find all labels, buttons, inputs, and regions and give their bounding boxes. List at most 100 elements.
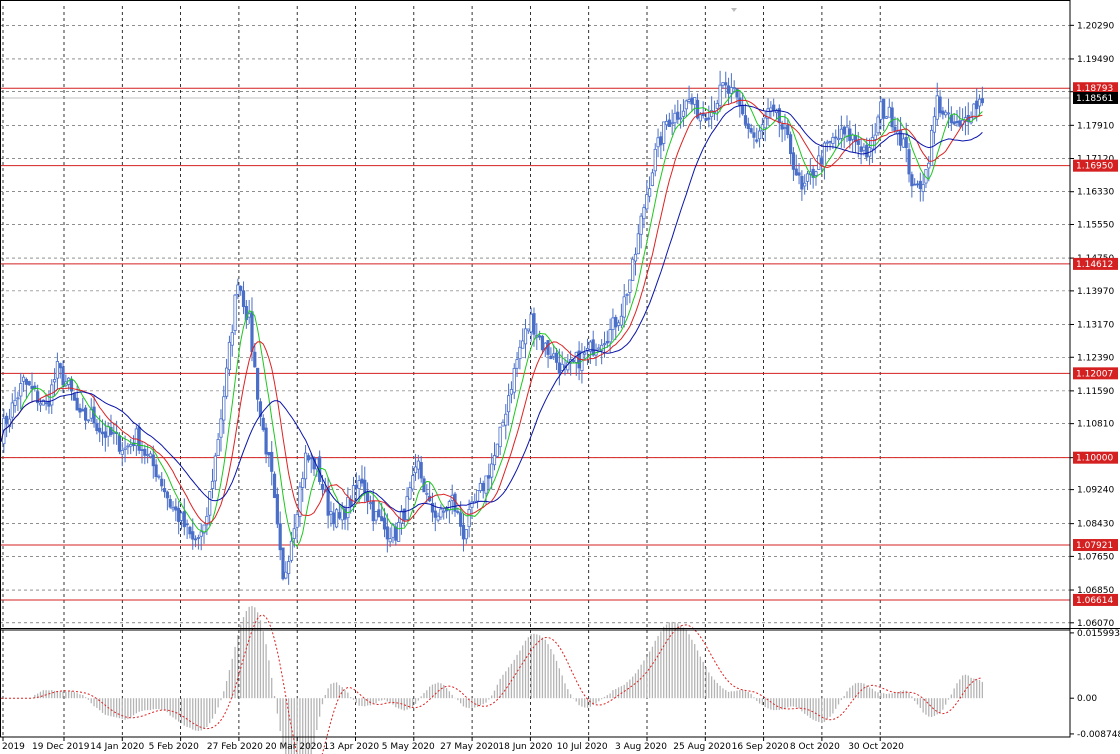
candle-body <box>30 385 34 390</box>
candle-body <box>642 207 646 220</box>
candle-body <box>413 466 418 474</box>
price-axis: 1.202901.194901.187101.179101.171201.163… <box>1069 6 1118 629</box>
candle-body <box>27 381 31 386</box>
time-tick-label: 27 May 2020 <box>440 742 499 752</box>
time-tick-label: 14 Jan 2020 <box>90 742 144 752</box>
candle-body <box>825 141 829 144</box>
candle-body <box>560 363 564 371</box>
candle-body <box>944 111 948 116</box>
candle-body <box>509 389 514 395</box>
candle-body <box>289 540 294 561</box>
chart-frame <box>0 0 1120 738</box>
candle-body <box>157 475 161 478</box>
candle-body <box>303 452 308 480</box>
candle-body <box>41 399 45 406</box>
candle-body <box>284 571 288 579</box>
candle-body <box>13 399 17 406</box>
candle-body <box>616 322 621 326</box>
candle-body <box>591 339 595 356</box>
candle-body <box>224 367 229 397</box>
candle-body <box>506 395 511 413</box>
candle-body <box>219 418 223 438</box>
candle-body <box>975 100 979 110</box>
candle-body <box>478 482 483 492</box>
candle-body <box>602 343 607 346</box>
price-tick-label: 1.07650 <box>1077 552 1114 562</box>
candle-body <box>256 367 260 400</box>
candle-body <box>439 508 443 518</box>
candle-body <box>870 137 874 150</box>
candle-body <box>171 507 175 510</box>
price-tick-label: 1.17910 <box>1077 121 1114 131</box>
candle-body <box>625 294 629 296</box>
candle-body <box>405 496 409 520</box>
candle-body <box>58 363 62 369</box>
candle-body <box>757 130 762 140</box>
candle-body <box>749 128 753 133</box>
candle-body <box>154 464 158 478</box>
candle-body <box>670 122 674 125</box>
level-label: 1.16950 <box>1073 159 1118 172</box>
candle-body <box>839 128 843 139</box>
time-tick-label: 5 Feb 2020 <box>149 742 200 752</box>
candle-body <box>492 455 497 466</box>
candle-body <box>374 511 378 521</box>
candle-body <box>44 402 48 405</box>
price-tick-label: 1.15550 <box>1077 220 1114 230</box>
candle-body <box>137 426 141 451</box>
level-label-bg <box>1073 593 1118 606</box>
price-tick-label: 1.13970 <box>1077 287 1114 297</box>
candle-body <box>261 417 265 431</box>
candle-body <box>729 87 733 94</box>
candle-body <box>470 501 474 508</box>
candle-body <box>862 146 866 151</box>
candle-body <box>464 529 468 540</box>
time-tick-label: 13 Apr 2020 <box>324 742 380 752</box>
candle-body <box>659 136 663 146</box>
candle-body <box>693 97 697 105</box>
candle-body <box>695 99 700 119</box>
candle-body <box>354 484 358 489</box>
candle-body <box>484 475 488 494</box>
candle-body <box>786 124 790 136</box>
candle-body <box>907 149 911 175</box>
candle-body <box>185 523 189 526</box>
candle-body <box>143 448 147 456</box>
candle-body <box>546 340 550 355</box>
horizontal-levels <box>0 87 1070 601</box>
candle-body <box>467 509 471 528</box>
candle-body <box>360 478 364 484</box>
candle-body <box>436 515 440 521</box>
candle-body <box>898 130 903 146</box>
candle-body <box>755 139 759 142</box>
candle-body <box>227 341 232 371</box>
candle-body <box>772 104 776 112</box>
candle-body <box>100 431 105 435</box>
candle-body <box>278 523 282 551</box>
candle-body <box>222 396 226 421</box>
candle-body <box>447 501 451 511</box>
candle-body <box>397 521 401 542</box>
candle-body <box>371 500 375 522</box>
moving-averages <box>0 89 983 548</box>
candle-body <box>270 451 274 472</box>
candle-body <box>958 120 962 127</box>
candle-body <box>608 329 612 343</box>
osc-tick-label: 0.00 <box>1077 694 1097 704</box>
candle-body <box>481 482 485 492</box>
candle-body <box>120 450 124 455</box>
candle-body <box>244 305 248 321</box>
signal-line <box>1 614 983 754</box>
time-tick-label: 10 Jul 2020 <box>557 742 608 752</box>
candle-body <box>554 352 559 363</box>
candle-body <box>518 346 522 360</box>
candle-body <box>681 110 686 117</box>
candle-body <box>549 355 553 360</box>
candle-body <box>653 148 657 172</box>
candle-body <box>258 401 263 417</box>
price-tick-label: 1.19490 <box>1077 55 1114 65</box>
candle-body <box>365 491 370 502</box>
candle-body <box>272 473 277 498</box>
candle-body <box>103 431 107 438</box>
candle-body <box>690 97 694 105</box>
